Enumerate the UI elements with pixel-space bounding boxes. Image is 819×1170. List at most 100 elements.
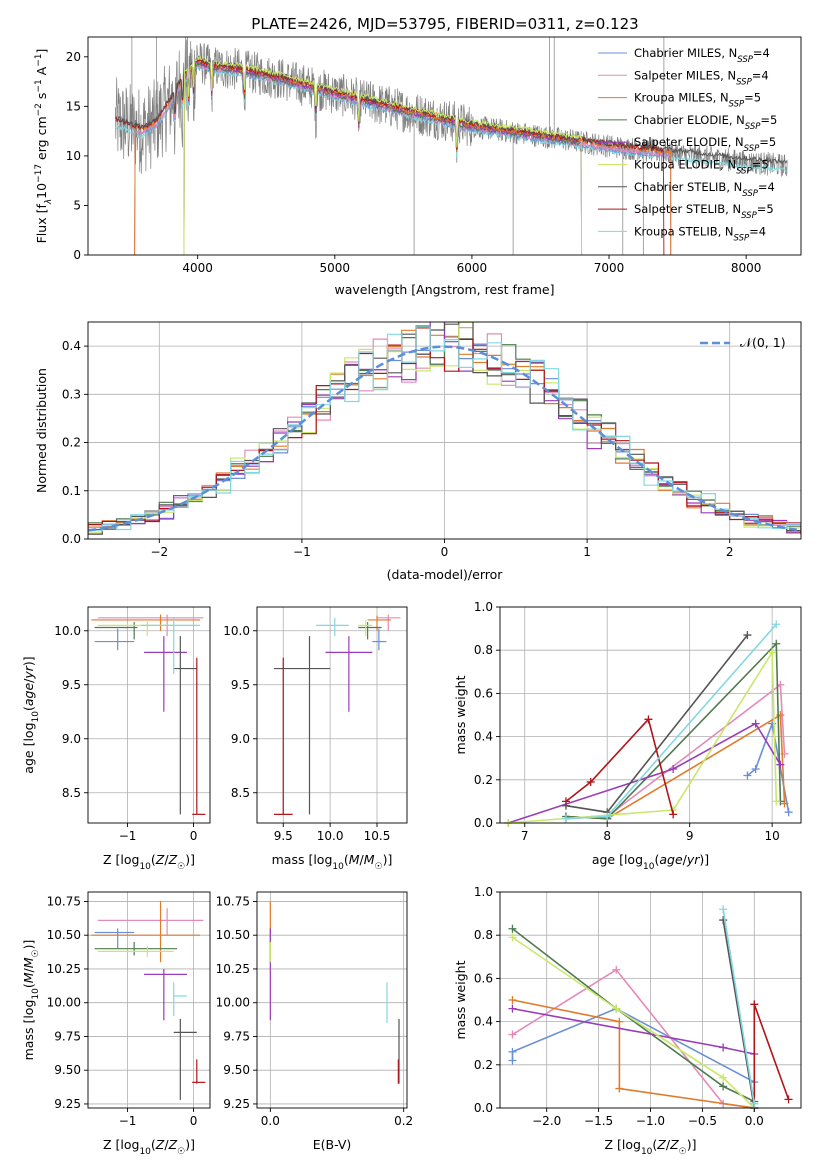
y-tick-label: 9.25 [54,1097,81,1111]
axes-frame [256,891,408,1109]
y-tick-label: 9.50 [54,1063,81,1077]
label-part: ( [21,706,36,711]
label-part: / [666,1137,671,1152]
label-part: 10 [31,988,41,1000]
y-tick-label: 20 [66,50,81,64]
label-part: ( [344,852,349,867]
label-part: Z [log [103,1137,139,1152]
marker-salpeter_elodie [751,719,760,728]
y-tick-label: 0.4 [474,1015,493,1029]
x-tick-label: 8000 [731,261,762,275]
x-tick-label: 7 [521,829,529,843]
marker-kroupa_elodie [719,1073,728,1082]
label-part: ( [151,852,156,867]
label-part: Z [log [604,1137,640,1152]
series-chabrier_miles [511,1007,755,1083]
marker-chabrier_elodie [772,639,781,648]
y-axis-label: Normed distribution [34,368,49,493]
legend-tail: =5 [757,202,774,216]
spectrum-plot [115,37,788,255]
y-tick-label: 1.0 [474,600,493,614]
x-tick-label: −1 [293,545,311,559]
marker-salpeter_stelib [644,715,653,724]
x-tick-label: 0.2 [394,1114,413,1128]
x-axis-label: (data-model)/error [387,567,504,582]
figure-title: PLATE=2426, MJD=53795, FIBERID=0311, z=0… [251,15,638,33]
legend-label-chabrier_stelib: Chabrier STELIB, NSSP=4 [634,180,775,199]
label-part: ( [654,852,659,867]
label-part: ☉ [375,862,383,872]
label-part: 10 [139,1147,151,1157]
legend-label-salpeter_stelib: Salpeter STELIB, NSSP=5 [634,202,774,221]
series-kroupa_elodie [508,649,778,824]
label-part: mass [log [21,1000,36,1061]
y-tick-label: 0.4 [62,339,81,353]
marker-salpeter_miles [612,965,621,974]
series-salpeter_elodie [512,1007,755,1055]
label-part: / [360,852,365,867]
series-kroupa_miles [565,713,786,820]
marker-kroupa_elodie [768,648,777,657]
label-part: yr [21,665,36,679]
marker-salpeter_stelib [784,1095,793,1104]
legend-text: Salpeter STELIB, N [634,202,741,216]
marker-chabrier_elodie [719,1082,728,1091]
y-tick-label: 0.2 [474,773,493,787]
y-tick-label: 0.6 [474,971,493,985]
gaussian-curve [88,345,801,532]
y-tick-label: 0 [73,248,81,262]
marker-kroupa_elodie [772,797,781,806]
label-part: ( [21,983,36,988]
y-tick-label: 9.0 [62,732,81,746]
label-part: −2 [34,103,44,116]
marker-chabrier_miles [508,1056,517,1065]
x-tick-label: 10 [764,829,779,843]
y-tick-label: 9.50 [223,1063,250,1077]
label-part: ] [34,49,49,54]
x-tick-label: 10.0 [317,829,344,843]
y-tick-label: 10.75 [47,894,81,908]
legend-tail: =5 [752,158,769,172]
y-tick-label: 8.5 [231,786,250,800]
x-tick-label: 0.0 [261,1114,280,1128]
label-part: M [349,852,360,867]
marker-chabrier_miles [784,808,793,817]
y-tick-label: 0.6 [474,686,493,700]
x-axis-label: mass [log10(M/M☉)] [272,852,393,872]
label-part: )] [185,1137,195,1152]
legend-text: Chabrier MILES, N [634,46,737,60]
y-tick-label: 10.25 [216,962,250,976]
legend-text: Kroupa ELODIE, N [634,158,736,172]
label-part: Z [log [103,852,139,867]
label-part: )] [21,940,36,950]
marker-chabrier_miles [743,771,752,780]
label-part: ☉ [177,1147,185,1157]
marker-chabrier_stelib [719,916,728,925]
x-tick-label: 0.0 [745,1114,764,1128]
label-part: / [683,852,688,867]
age_vs_Z-plot [91,614,206,815]
x-tick-label: −1 [119,1114,137,1128]
label-part: Z [168,1137,178,1152]
y-axis-label: mass [log10(M/M☉)] [21,940,41,1061]
x-tick-label: 8 [603,829,611,843]
label-part: A [34,66,49,79]
y-tick-label: 9.0 [231,732,250,746]
label-part: )] [383,852,393,867]
mass_vs_ebv-plot [269,901,400,1084]
x-axis-label: age [log10(age/yr)] [592,852,709,872]
y-axis-label: age [log10(age/yr)] [21,656,41,773]
spectrum-panel: 4000 5000 6000 7000 8000 0 5 10 15 20 wavelength [… [34,36,802,297]
residual-panel: −2 −1 0 1 2 0.0 0.1 0.2 0.3 0.4 (data-model)/error… [34,321,802,582]
label-part: 10 [31,711,41,723]
legend-label-gaussian: 𝒩(0, 1) [740,335,786,350]
series-chabrier_stelib [722,919,756,1109]
legend-label-kroupa_elodie: Kroupa ELODIE, NSSP=5 [634,158,769,177]
model-spectrum-chabrier_miles [134,62,672,255]
y-tick-label: 0.0 [474,816,493,830]
axes-frame [87,891,211,1109]
x-tick-label: −1.5 [584,1114,613,1128]
